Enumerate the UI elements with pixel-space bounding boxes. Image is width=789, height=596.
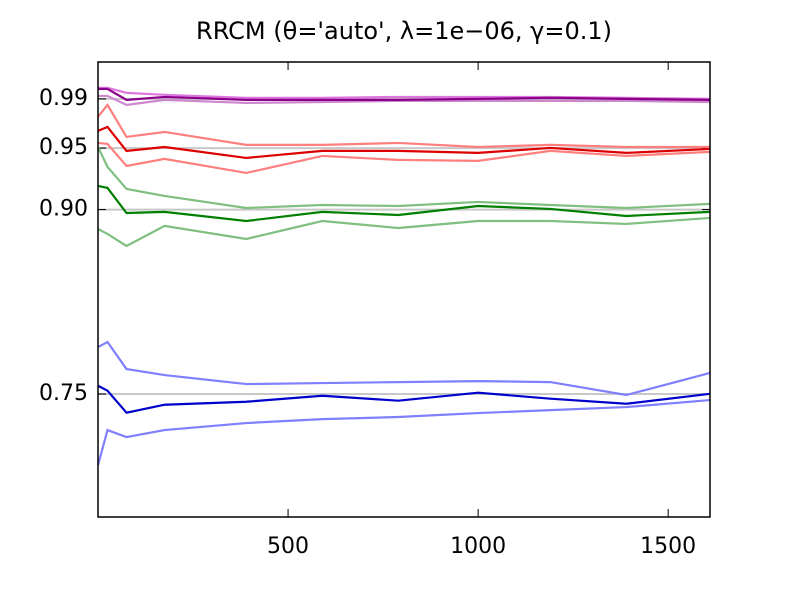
data-line: [97, 146, 711, 210]
data-line: [97, 184, 711, 223]
x-tick-label: 1000: [450, 534, 506, 559]
y-tick-label: 0.95: [39, 135, 88, 160]
y-tick-label: 0.99: [39, 86, 88, 111]
data-line: [97, 102, 710, 149]
data-line: [98, 87, 711, 101]
data-line: [96, 398, 711, 466]
chart-title: RRCM (θ='auto', λ=1e−06, γ=0.1): [196, 17, 612, 45]
plot-frame: [97, 61, 711, 518]
data-line: [97, 141, 711, 175]
y-tick-label: 0.75: [39, 381, 88, 406]
data-line: [97, 340, 711, 397]
data-line: [97, 384, 711, 414]
x-tick-label: 500: [267, 534, 309, 559]
data-line: [98, 94, 711, 107]
data-line: [97, 216, 711, 248]
x-tick-label: 1500: [640, 534, 696, 559]
y-tick-label: 0.90: [39, 197, 88, 222]
data-line: [97, 125, 711, 160]
